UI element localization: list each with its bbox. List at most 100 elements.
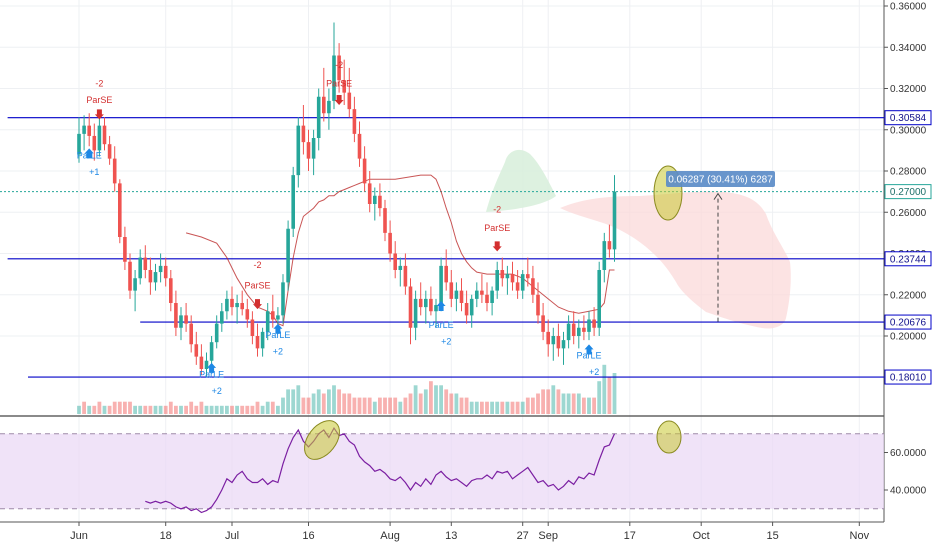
signal-label: ParSE bbox=[326, 78, 352, 88]
volume-bar bbox=[587, 397, 591, 414]
time-tick-label: 16 bbox=[302, 530, 314, 542]
time-tick-label: Oct bbox=[693, 530, 710, 542]
candle-body bbox=[194, 344, 199, 357]
volume-bar bbox=[306, 397, 311, 414]
volume-bar bbox=[592, 397, 596, 414]
measure-label: 0.06287 (30.41%) 6287 bbox=[668, 175, 773, 186]
candle-body bbox=[464, 303, 469, 316]
candle-body bbox=[163, 265, 168, 279]
candle-body bbox=[327, 100, 331, 114]
candle-body bbox=[357, 133, 362, 159]
volume-bar bbox=[321, 393, 326, 414]
candle-body bbox=[143, 257, 148, 270]
volume-bar bbox=[362, 397, 367, 414]
time-tick-label: Nov bbox=[850, 530, 870, 542]
time-tick-label: 17 bbox=[624, 530, 636, 542]
volume-bar bbox=[480, 401, 484, 414]
signal-label: ParLE bbox=[77, 151, 102, 161]
volume-bars bbox=[77, 364, 617, 414]
signal-label: ParLE bbox=[265, 330, 290, 340]
level-price-tag bbox=[884, 251, 932, 267]
volume-bar bbox=[423, 389, 428, 414]
volume-bar bbox=[454, 393, 459, 414]
candle-body bbox=[316, 96, 321, 138]
candle-body bbox=[87, 125, 91, 136]
signal-label: ParLE bbox=[199, 369, 224, 379]
volume-bar bbox=[459, 397, 464, 414]
candle-body bbox=[388, 232, 392, 254]
rsi-tick-label: 40.0000 bbox=[890, 486, 927, 497]
volume-bar bbox=[87, 405, 92, 414]
time-tick-label: 18 bbox=[160, 530, 172, 542]
volume-bar bbox=[403, 397, 408, 414]
candle-body bbox=[490, 290, 494, 303]
strategy-signals: -2 ParSE ParLE +1 -2 ParSE ParLE +2 ParLE +2 -2 Par… bbox=[77, 60, 602, 396]
volume-bar bbox=[474, 401, 479, 414]
candle-body bbox=[301, 125, 306, 143]
candle-body bbox=[291, 175, 295, 229]
candle-body bbox=[612, 191, 617, 250]
candle-body bbox=[403, 265, 408, 287]
volume-bar bbox=[597, 381, 602, 414]
candle-body bbox=[362, 158, 367, 184]
candle-body bbox=[322, 96, 326, 114]
level-price-tag bbox=[884, 369, 932, 385]
candle-body bbox=[566, 323, 571, 341]
volume-bar bbox=[260, 405, 265, 414]
volume-bar bbox=[311, 393, 316, 414]
volume-bar bbox=[464, 397, 469, 414]
volume-bar bbox=[235, 405, 239, 414]
candle-body bbox=[459, 290, 464, 303]
volume-bar bbox=[225, 405, 229, 414]
price-tick-label: 0.36000 bbox=[890, 2, 927, 13]
candle-body bbox=[571, 323, 576, 336]
candlesticks bbox=[77, 22, 617, 378]
volume-bar bbox=[337, 389, 341, 414]
candle-body bbox=[454, 290, 459, 299]
candle-body bbox=[92, 135, 97, 151]
candle-body bbox=[153, 272, 158, 283]
price-tick-label: 0.26000 bbox=[890, 208, 927, 219]
volume-bar bbox=[316, 389, 321, 414]
signal-label: +1 bbox=[89, 167, 99, 177]
volume-bar bbox=[301, 397, 306, 414]
volume-bar bbox=[209, 405, 214, 414]
volume-bar bbox=[168, 401, 173, 414]
highlight-rsi-ellipse bbox=[656, 420, 682, 454]
candle-body bbox=[102, 125, 107, 145]
level-price-label: 0.30584 bbox=[890, 113, 927, 124]
candle-body bbox=[352, 109, 357, 134]
volume-bar bbox=[265, 401, 270, 414]
volume-bar bbox=[490, 401, 494, 414]
volume-bar bbox=[444, 389, 449, 414]
volume-bar bbox=[505, 401, 510, 414]
green-cloud bbox=[486, 149, 556, 212]
volume-bar bbox=[434, 385, 438, 414]
volume-bar bbox=[561, 393, 566, 414]
signal-down-arrow-icon bbox=[334, 94, 344, 105]
volume-bar bbox=[398, 401, 403, 414]
volume-bar bbox=[92, 405, 97, 414]
candle-body bbox=[500, 270, 505, 279]
volume-bar bbox=[291, 389, 296, 414]
level-price-label: 0.18010 bbox=[890, 373, 927, 384]
candle-body bbox=[587, 319, 591, 332]
candle-body bbox=[413, 298, 418, 328]
candle-body bbox=[408, 286, 413, 328]
measure-tool[interactable]: 0.06287 (30.41%) 6287 bbox=[666, 171, 775, 322]
signal-label: -2 bbox=[493, 204, 501, 214]
candle-body bbox=[505, 274, 510, 279]
volume-bar bbox=[576, 393, 581, 414]
volume-bar bbox=[255, 401, 260, 414]
volume-bar bbox=[327, 389, 331, 414]
level-price-label: 0.20676 bbox=[890, 318, 927, 329]
candle-body bbox=[373, 195, 377, 204]
volume-bar bbox=[551, 385, 556, 414]
candle-body bbox=[485, 294, 489, 303]
candle-body bbox=[469, 298, 474, 316]
signal-down-arrow-icon bbox=[253, 299, 262, 310]
candle-body bbox=[347, 92, 352, 110]
time-tick-label: Sep bbox=[538, 530, 558, 542]
